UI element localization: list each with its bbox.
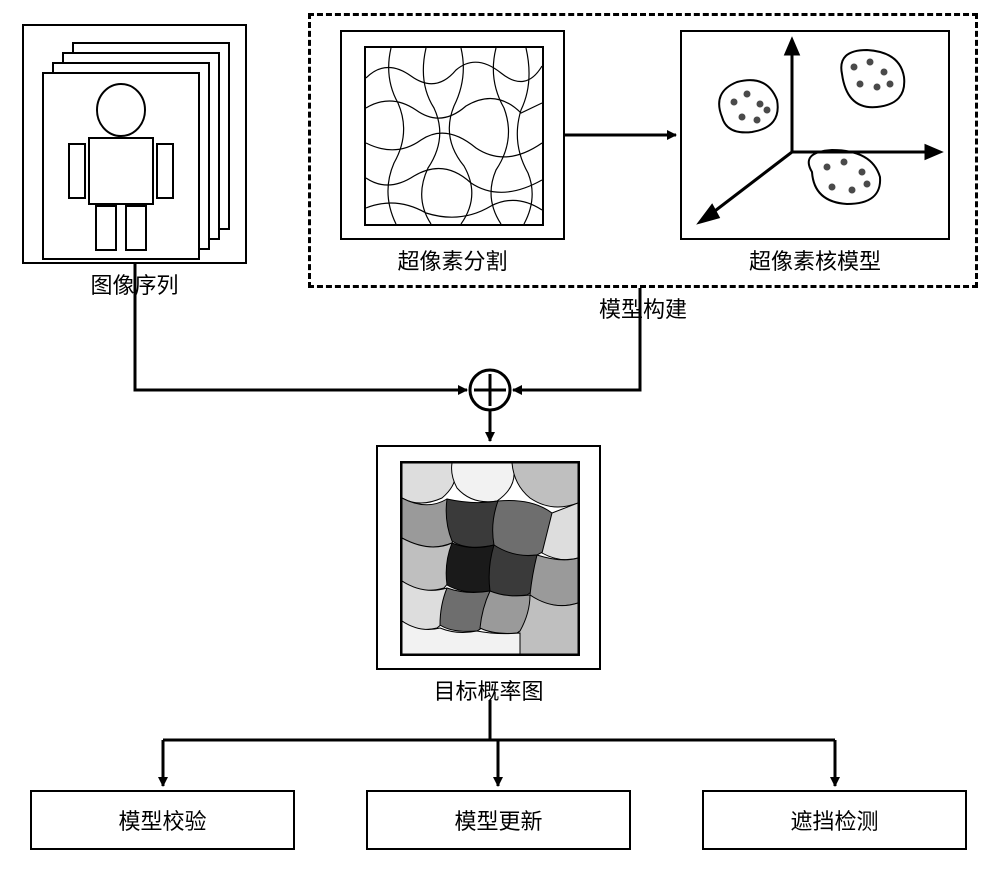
arrows-layer <box>0 0 1000 871</box>
